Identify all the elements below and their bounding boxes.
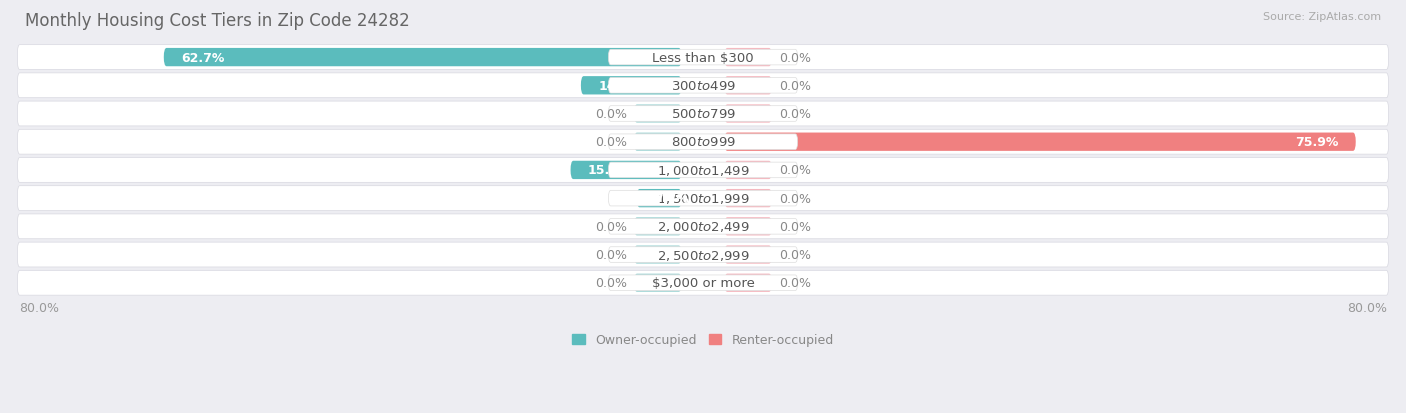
FancyBboxPatch shape — [724, 190, 772, 208]
Text: 80.0%: 80.0% — [1347, 301, 1386, 315]
Text: 0.0%: 0.0% — [779, 277, 811, 290]
FancyBboxPatch shape — [18, 271, 1388, 295]
FancyBboxPatch shape — [18, 186, 1388, 211]
FancyBboxPatch shape — [724, 218, 772, 236]
FancyBboxPatch shape — [634, 133, 682, 152]
FancyBboxPatch shape — [18, 158, 1388, 183]
Text: 0.0%: 0.0% — [595, 108, 627, 121]
FancyBboxPatch shape — [634, 246, 682, 264]
Text: 75.9%: 75.9% — [1295, 136, 1339, 149]
FancyBboxPatch shape — [724, 133, 1355, 152]
FancyBboxPatch shape — [18, 74, 1388, 98]
Text: $300 to $499: $300 to $499 — [671, 80, 735, 93]
FancyBboxPatch shape — [609, 50, 797, 66]
Text: 7.7%: 7.7% — [654, 192, 689, 205]
FancyBboxPatch shape — [18, 130, 1388, 155]
Text: $3,000 or more: $3,000 or more — [651, 277, 755, 290]
FancyBboxPatch shape — [724, 77, 772, 95]
FancyBboxPatch shape — [609, 191, 797, 206]
FancyBboxPatch shape — [609, 247, 797, 263]
Text: 0.0%: 0.0% — [779, 164, 811, 177]
Text: 0.0%: 0.0% — [595, 220, 627, 233]
Text: $2,000 to $2,499: $2,000 to $2,499 — [657, 220, 749, 234]
Text: 0.0%: 0.0% — [595, 249, 627, 261]
Text: 0.0%: 0.0% — [779, 108, 811, 121]
Text: 15.4%: 15.4% — [588, 164, 631, 177]
FancyBboxPatch shape — [637, 190, 682, 208]
Text: 62.7%: 62.7% — [181, 52, 225, 64]
FancyBboxPatch shape — [609, 275, 797, 291]
Text: 0.0%: 0.0% — [779, 249, 811, 261]
FancyBboxPatch shape — [634, 274, 682, 292]
Text: 0.0%: 0.0% — [595, 277, 627, 290]
Text: 80.0%: 80.0% — [20, 301, 59, 315]
Text: Source: ZipAtlas.com: Source: ZipAtlas.com — [1263, 12, 1381, 22]
FancyBboxPatch shape — [581, 77, 682, 95]
FancyBboxPatch shape — [609, 219, 797, 235]
Text: $500 to $799: $500 to $799 — [671, 108, 735, 121]
FancyBboxPatch shape — [609, 135, 797, 150]
Text: $1,500 to $1,999: $1,500 to $1,999 — [657, 192, 749, 206]
Text: 0.0%: 0.0% — [779, 80, 811, 93]
FancyBboxPatch shape — [571, 161, 682, 180]
Text: 0.0%: 0.0% — [779, 220, 811, 233]
Text: $1,000 to $1,499: $1,000 to $1,499 — [657, 164, 749, 178]
FancyBboxPatch shape — [18, 45, 1388, 70]
FancyBboxPatch shape — [634, 218, 682, 236]
Text: 14.2%: 14.2% — [598, 80, 641, 93]
Text: Less than $300: Less than $300 — [652, 52, 754, 64]
FancyBboxPatch shape — [609, 163, 797, 178]
Text: Monthly Housing Cost Tiers in Zip Code 24282: Monthly Housing Cost Tiers in Zip Code 2… — [25, 12, 411, 30]
FancyBboxPatch shape — [634, 105, 682, 123]
Text: 0.0%: 0.0% — [779, 52, 811, 64]
FancyBboxPatch shape — [18, 214, 1388, 239]
FancyBboxPatch shape — [724, 161, 772, 180]
FancyBboxPatch shape — [724, 105, 772, 123]
FancyBboxPatch shape — [609, 107, 797, 122]
Text: $800 to $999: $800 to $999 — [671, 136, 735, 149]
FancyBboxPatch shape — [18, 242, 1388, 267]
FancyBboxPatch shape — [724, 49, 772, 67]
Text: 0.0%: 0.0% — [595, 136, 627, 149]
FancyBboxPatch shape — [724, 246, 772, 264]
Text: 0.0%: 0.0% — [779, 192, 811, 205]
FancyBboxPatch shape — [18, 102, 1388, 127]
Legend: Owner-occupied, Renter-occupied: Owner-occupied, Renter-occupied — [572, 334, 834, 347]
Text: $2,500 to $2,999: $2,500 to $2,999 — [657, 248, 749, 262]
FancyBboxPatch shape — [163, 49, 682, 67]
FancyBboxPatch shape — [724, 274, 772, 292]
FancyBboxPatch shape — [609, 78, 797, 94]
